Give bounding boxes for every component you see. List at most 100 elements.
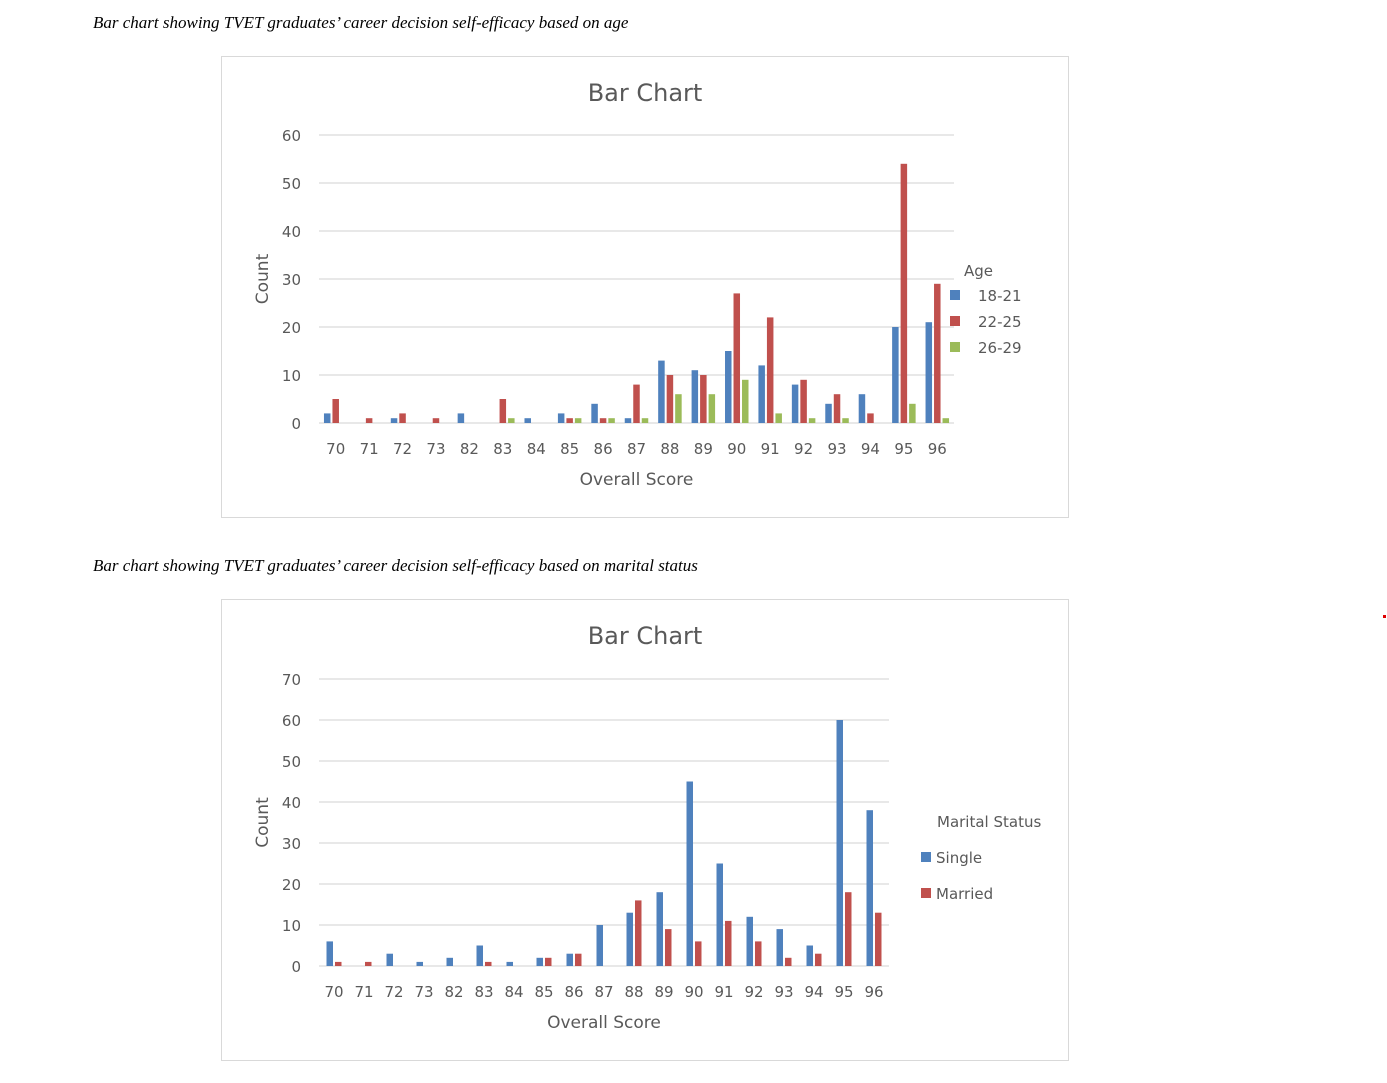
age-bar-chart: Bar Chart 0 10 20 30 40 50 60 70 71 72 73 82 83 84 85 86… xyxy=(221,56,1069,518)
x-tick-label: 73 xyxy=(426,440,445,458)
bar-26-29 xyxy=(708,394,716,423)
bar-22-25 xyxy=(432,418,440,423)
bar-18-21 xyxy=(323,413,331,423)
bar-married xyxy=(335,961,342,966)
bar-single xyxy=(656,892,663,966)
bar-single xyxy=(386,953,393,966)
bar-single xyxy=(566,953,573,966)
x-tick-label: 70 xyxy=(326,440,345,458)
bar-single xyxy=(866,810,873,966)
x-tick-label: 82 xyxy=(444,983,463,1001)
y-tick-label: 10 xyxy=(282,917,301,935)
bar-married xyxy=(545,957,552,966)
x-tick-label: 82 xyxy=(460,440,479,458)
y-tick-label: 40 xyxy=(282,223,301,241)
x-tick-label: 93 xyxy=(774,983,793,1001)
x-tick-label: 86 xyxy=(564,983,583,1001)
bar-22-25 xyxy=(867,413,874,423)
bar-18-21 xyxy=(390,418,398,423)
bar-18-21 xyxy=(858,394,866,423)
legend-label: 22-25 xyxy=(978,313,1022,331)
bar-26-29 xyxy=(808,418,816,423)
bar-18-21 xyxy=(791,384,799,423)
bar-22-25 xyxy=(900,163,908,424)
bar-married xyxy=(815,953,822,966)
bar-18-21 xyxy=(658,360,665,423)
bar-26-29 xyxy=(742,379,749,423)
bar-single xyxy=(626,912,633,966)
bar-26-29 xyxy=(942,418,950,423)
stray-mark xyxy=(1383,615,1386,618)
bar-single xyxy=(596,925,603,966)
caption-age-chart: Bar chart showing TVET graduates’ career… xyxy=(93,13,629,32)
bar-18-21 xyxy=(758,365,765,423)
bar-married xyxy=(665,929,672,966)
legend-swatch xyxy=(950,316,960,326)
x-tick-label: 89 xyxy=(654,983,673,1001)
legend-label: Single xyxy=(936,849,982,867)
x-axis-label: Overall Score xyxy=(547,1013,661,1033)
bar-26-29 xyxy=(608,418,615,423)
bar-married xyxy=(635,900,642,966)
x-tick-label: 94 xyxy=(804,983,823,1001)
bar-26-29 xyxy=(842,418,849,423)
bar-26-29 xyxy=(775,413,782,423)
y-tick-label: 20 xyxy=(282,876,301,894)
bar-22-25 xyxy=(633,384,640,423)
marital-chart-svg: Bar Chart 0 10 20 30 40 50 60 70 70 71 72 73 82 83 84 85… xyxy=(253,622,1041,1033)
bar-26-29 xyxy=(508,418,515,423)
bar-18-21 xyxy=(825,403,832,423)
bar-22-25 xyxy=(766,317,774,423)
legend-title: Marital Status xyxy=(937,813,1041,831)
x-tick-label: 88 xyxy=(660,440,679,458)
bar-single xyxy=(806,945,813,966)
bar-married xyxy=(845,892,852,966)
y-tick-label: 0 xyxy=(291,958,301,976)
x-tick-label: 96 xyxy=(864,983,883,1001)
x-tick-label: 84 xyxy=(504,983,523,1001)
x-tick-label: 85 xyxy=(560,440,579,458)
bar-single xyxy=(416,961,423,966)
x-tick-label: 83 xyxy=(474,983,493,1001)
bar-26-29 xyxy=(574,418,582,423)
x-tick-label: 88 xyxy=(624,983,643,1001)
bar-married xyxy=(695,941,702,966)
x-tick-label: 90 xyxy=(727,440,746,458)
x-tick-label: 71 xyxy=(360,440,379,458)
y-tick-label: 0 xyxy=(291,415,301,433)
bar-18-21 xyxy=(892,327,899,423)
bar-22-25 xyxy=(934,283,941,423)
y-tick-label: 70 xyxy=(282,671,301,689)
y-axis-label: Count xyxy=(253,253,273,304)
x-tick-label: 90 xyxy=(684,983,703,1001)
x-tick-label: 95 xyxy=(834,983,853,1001)
bar-18-21 xyxy=(691,370,699,423)
y-tick-label: 40 xyxy=(282,794,301,812)
bar-22-25 xyxy=(399,413,406,423)
marital-bar-chart: Bar Chart 0 10 20 30 40 50 60 70 70 71 72 73 82 83 84 85… xyxy=(221,599,1069,1061)
x-tick-label: 73 xyxy=(414,983,433,1001)
legend-swatch xyxy=(921,888,931,898)
y-tick-label: 60 xyxy=(282,127,301,145)
bar-22-25 xyxy=(566,418,573,423)
bar-married xyxy=(575,953,582,966)
bar-married xyxy=(365,961,372,966)
legend-label: 26-29 xyxy=(978,339,1022,357)
x-tick-label: 93 xyxy=(827,440,846,458)
bar-married xyxy=(485,961,492,966)
x-tick-label: 84 xyxy=(527,440,546,458)
bar-single xyxy=(716,863,723,966)
bar-22-25 xyxy=(733,293,741,423)
x-tick-label: 83 xyxy=(493,440,512,458)
y-axis-label: Count xyxy=(253,797,273,848)
x-tick-label: 87 xyxy=(627,440,646,458)
bar-single xyxy=(776,929,783,966)
bar-26-29 xyxy=(641,418,649,423)
bar-married xyxy=(755,941,762,966)
x-tick-label: 89 xyxy=(694,440,713,458)
x-tick-label: 71 xyxy=(354,983,373,1001)
bar-18-21 xyxy=(457,413,465,423)
bar-single xyxy=(476,945,483,966)
legend-swatch xyxy=(921,852,931,862)
y-tick-label: 10 xyxy=(282,367,301,385)
